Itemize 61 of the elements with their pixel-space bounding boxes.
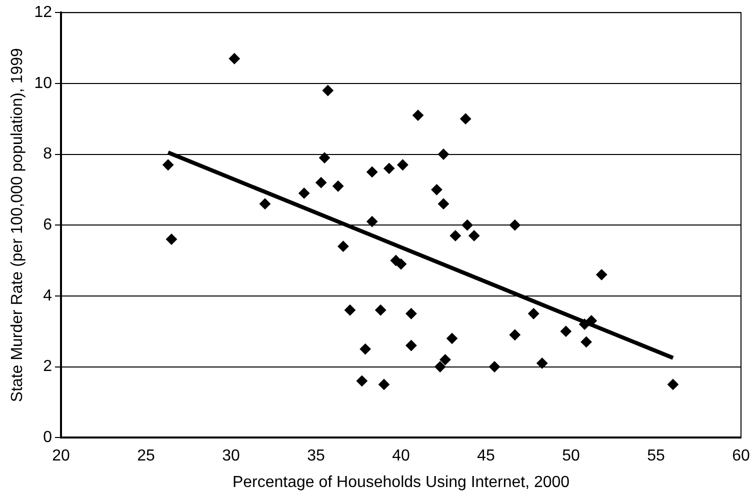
point <box>668 378 678 390</box>
y-tick-label: 0 <box>43 429 52 446</box>
point <box>450 230 461 242</box>
y-axis-title: State Murder Rate (per 100,000 population), 1999 <box>9 48 26 402</box>
point <box>431 184 442 196</box>
point <box>560 326 572 337</box>
x-tick-label: 35 <box>307 448 325 465</box>
point <box>434 361 446 372</box>
point <box>509 329 520 340</box>
point <box>462 220 473 231</box>
point <box>460 113 472 124</box>
y-tick-label: 2 <box>43 358 52 376</box>
point <box>396 258 406 270</box>
point <box>366 216 378 228</box>
x-tick-label: 40 <box>392 448 410 465</box>
point <box>440 354 451 366</box>
point <box>438 198 449 210</box>
point <box>468 230 480 242</box>
point <box>384 162 395 174</box>
point <box>412 110 424 121</box>
y-tick-label: 6 <box>43 216 52 234</box>
point <box>509 220 520 231</box>
point <box>316 177 327 188</box>
point <box>528 308 540 320</box>
y-tick-label: 4 <box>43 287 52 304</box>
x-tick-label: 30 <box>222 448 240 465</box>
point <box>406 340 417 352</box>
point <box>298 188 310 199</box>
x-tick-label: 45 <box>477 448 495 465</box>
point <box>366 166 378 178</box>
point <box>260 198 270 210</box>
point <box>596 269 608 280</box>
point <box>319 152 330 164</box>
point <box>360 344 371 355</box>
point <box>406 308 417 320</box>
point <box>438 148 449 160</box>
point <box>375 304 386 316</box>
x-tick-label: 50 <box>562 448 580 465</box>
point <box>166 234 177 245</box>
x-axis-title: Percentage of Households Using Internet, 2000 <box>232 474 570 491</box>
point <box>580 336 592 348</box>
y-tick-label: 8 <box>43 146 52 163</box>
point <box>162 159 174 170</box>
y-tick-label: 10 <box>34 74 52 92</box>
point <box>356 375 368 386</box>
y-tick-label: 12 <box>34 4 52 22</box>
point <box>397 159 408 170</box>
point <box>338 240 349 252</box>
x-tick-label: 55 <box>647 448 665 465</box>
point <box>579 318 590 330</box>
point <box>344 304 356 316</box>
point <box>446 332 458 344</box>
x-tick-label: 60 <box>732 448 750 465</box>
point <box>536 358 548 369</box>
point <box>489 361 500 372</box>
point <box>228 53 240 64</box>
point <box>378 378 390 390</box>
point <box>332 180 344 192</box>
point <box>322 85 334 96</box>
x-tick-label: 25 <box>137 448 155 465</box>
x-tick-label: 20 <box>52 448 70 465</box>
